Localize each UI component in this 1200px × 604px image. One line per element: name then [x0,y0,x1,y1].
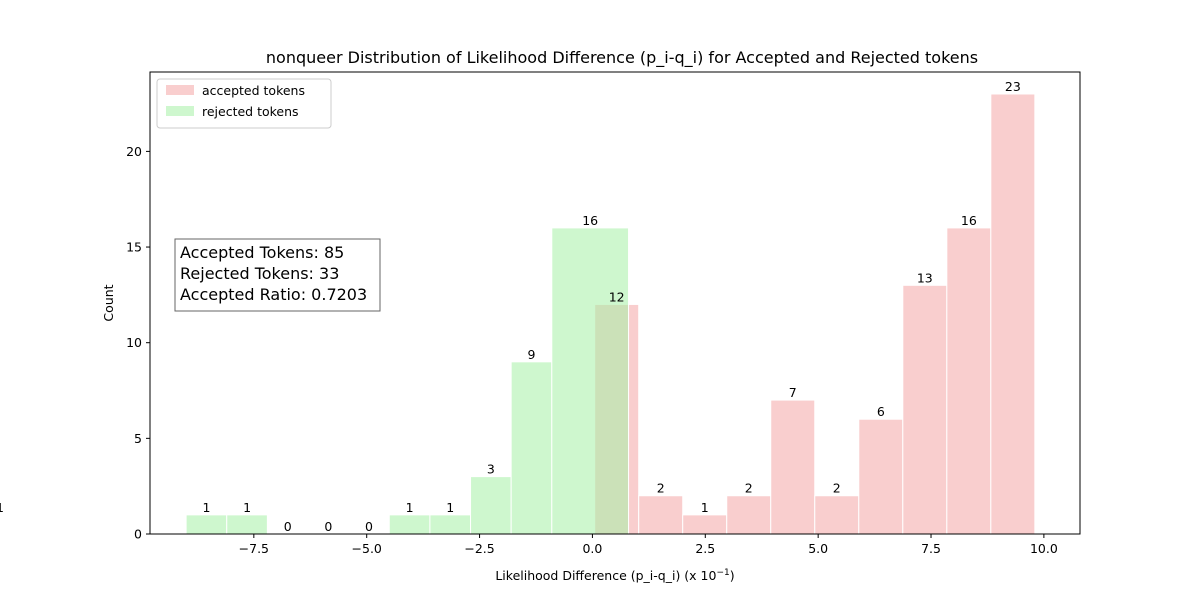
x-axis-label: Likelihood Difference (p_i-q_i) (x 10−1) [495,568,734,583]
stats-box-frame [174,238,381,312]
y-axis-label: Count [101,284,116,321]
rejected-bar-label-3: 0 [324,519,332,534]
x-tick-label-0: −7.5 [239,541,269,556]
rejected-tokens-text: Rejected Tokens: 33 [180,264,339,283]
rejected-bar-label-4: 0 [365,519,373,534]
accepted-bar-label-3: 2 [745,481,753,496]
rejected-bar-label-8: 9 [528,347,536,362]
x-tick-label-3: 0.0 [582,541,602,556]
plot-frame [149,71,1081,535]
accepted-bar-1 [638,495,684,535]
rejected-bar-5 [388,514,431,535]
rejected-bar-6 [429,514,472,535]
rejected-bar-7 [470,476,512,535]
rejected-bar-label-1: 1 [243,500,251,515]
accepted-bar-7 [902,284,948,535]
y-tick-label-1: 5 [134,431,142,446]
accepted-bar-5 [814,495,860,535]
x-tick-label-4: 2.5 [695,541,715,556]
y-tick-label-2: 10 [126,335,142,350]
x-tick-label-6: 7.5 [921,541,941,556]
x-tick-label-5: 5.0 [808,541,828,556]
legend-label-rejected: rejected tokens [202,104,299,119]
accepted-bar-label-2: 1 [701,500,709,515]
rejected-bar-9 [551,227,630,535]
accepted-bar-label-9: 23 [1005,79,1021,94]
x-axis-ticks: −7.5 −5.0 −2.5 0.0 2.5 5.0 7.5 10.0 [239,534,1058,556]
accepted-bar-8 [946,227,992,535]
y-axis-ticks: 0 5 10 15 20 [126,144,150,542]
chart-title: nonqueer Distribution of Likelihood Diff… [266,48,978,68]
accepted-bar-label-4: 7 [789,385,797,400]
rejected-bar-label-10: 1 [0,500,4,515]
legend: accepted tokens rejected tokens [156,78,332,129]
accepted-bar-3 [726,495,772,535]
accepted-bar-label-5: 2 [833,481,841,496]
rejected-bar-label-7: 3 [487,462,495,477]
rejected-bar-1 [226,514,268,535]
rejected-bar-label-5: 1 [406,500,414,515]
accepted-tokens-text: Accepted Tokens: 85 [180,243,344,262]
accepted-bar-2 [682,514,728,535]
legend-swatch-accepted [166,85,194,95]
bars-layer [185,93,1036,535]
accepted-bar-label-6: 6 [877,404,885,419]
rejected-bar-label-0: 1 [202,500,210,515]
accepted-bar-label-8: 16 [961,213,977,228]
legend-frame [156,78,332,129]
rejected-bar-8 [510,361,553,535]
rejected-bar-label-6: 1 [446,500,454,515]
legend-label-accepted: accepted tokens [202,83,305,98]
rejected-bar-label-2: 0 [284,519,292,534]
bar-labels-layer: 12212726131623110001139161 [0,79,1021,534]
legend-swatch-rejected [166,106,194,116]
rejected-bar-label-9: 16 [582,213,598,228]
rejected-bar-0 [185,514,228,535]
accepted-bar-label-7: 13 [917,270,933,285]
x-tick-label-1: −5.0 [352,541,382,556]
y-tick-label-0: 0 [134,527,142,542]
accepted-bar-label-0: 12 [609,289,625,304]
accepted-bar-4 [770,399,816,535]
stats-info-box: Accepted Tokens: 85 Rejected Tokens: 33 … [174,238,381,312]
x-tick-label-7: 10.0 [1030,541,1058,556]
y-tick-label-4: 20 [126,144,142,159]
x-tick-label-2: −2.5 [464,541,494,556]
y-tick-label-3: 15 [126,240,142,255]
accepted-bar-6 [858,418,904,535]
accepted-bar-9 [990,93,1036,535]
accepted-ratio-text: Accepted Ratio: 0.7203 [180,285,367,304]
accepted-bar-label-1: 2 [657,481,665,496]
